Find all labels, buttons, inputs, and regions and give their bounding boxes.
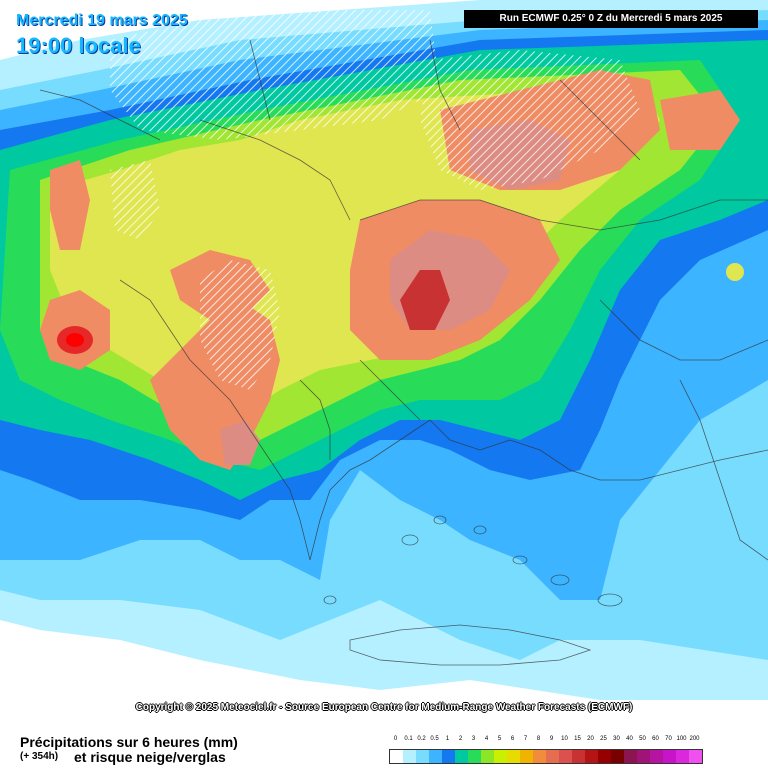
legend-swatch — [637, 750, 650, 763]
legend-label: 0.5 — [430, 736, 439, 742]
legend-swatch — [624, 750, 637, 763]
legend-swatch — [468, 750, 481, 763]
legend-label: 7 — [523, 736, 528, 742]
legend-swatch — [390, 750, 403, 763]
copyright-notice: Copyright © 2025 Meteociel.fr - Source E… — [135, 702, 633, 713]
legend-swatch — [481, 750, 494, 763]
snow-risk-hatch-central — [200, 260, 280, 390]
legend-swatch — [546, 750, 559, 763]
field-subtitle: et risque neige/verglas — [74, 749, 226, 765]
legend-label: 10 — [561, 736, 568, 742]
legend-labels: 0 0.1 0.2 0.5 1 2 3 4 5 6 7 8 9 10 15 20 25 30 40 50 60 70 100… — [389, 736, 759, 747]
field-title: Précipitations sur 6 heures (mm) — [20, 734, 238, 750]
legend-label: 0.1 — [404, 736, 413, 742]
legend-swatch — [416, 750, 429, 763]
legend-swatch — [650, 750, 663, 763]
precip-zone-salmon-nw — [50, 160, 90, 250]
legend-label: 25 — [600, 736, 607, 742]
legend-swatch — [442, 750, 455, 763]
precipitation-legend: 0 0.1 0.2 0.5 1 2 3 4 5 6 7 8 9 10 15 20 25 30 40 50 60 70 100… — [389, 736, 759, 766]
legend-label: 50 — [639, 736, 646, 742]
legend-label: 40 — [626, 736, 633, 742]
precip-core-red-west-inner — [66, 333, 84, 347]
legend-swatch — [507, 750, 520, 763]
precip-core-green-east — [726, 263, 744, 281]
legend-label: 0 — [393, 736, 398, 742]
legend-label: 70 — [665, 736, 672, 742]
legend-swatch — [676, 750, 689, 763]
coastlines-and-borders — [39, 39, 768, 666]
legend-label: 4 — [484, 736, 489, 742]
legend-swatch — [585, 750, 598, 763]
legend-swatch — [611, 750, 624, 763]
legend-swatch — [559, 750, 572, 763]
legend-swatch — [403, 750, 416, 763]
legend-label: 5 — [497, 736, 502, 742]
legend-label: 15 — [574, 736, 581, 742]
legend-swatch — [429, 750, 442, 763]
legend-label: 100 — [676, 736, 687, 742]
legend-swatch — [455, 750, 468, 763]
islands — [323, 515, 623, 607]
footer-panel: Précipitations sur 6 heures (mm) (+ 354h… — [0, 718, 768, 768]
legend-label: 0.2 — [417, 736, 426, 742]
legend-label: 20 — [587, 736, 594, 742]
legend-label: 3 — [471, 736, 476, 742]
legend-label: 30 — [613, 736, 620, 742]
legend-label: 9 — [549, 736, 554, 742]
snow-risk-hatch-north — [110, 10, 440, 140]
valid-date: Mercredi 19 mars 2025 — [16, 12, 188, 29]
legend-swatch — [572, 750, 585, 763]
legend-swatches — [389, 749, 703, 764]
legend-label: 1 — [445, 736, 450, 742]
legend-label: 8 — [536, 736, 541, 742]
run-info-banner: Run ECMWF 0.25° 0 Z du Mercredi 5 mars 2… — [464, 10, 758, 28]
legend-swatch — [494, 750, 507, 763]
precip-zone-salmon-east — [660, 90, 740, 150]
precipitation-map — [0, 0, 768, 700]
lead-time: (+ 354h) — [20, 751, 59, 762]
precip-zone-rose-south — [220, 420, 260, 465]
legend-swatch — [533, 750, 546, 763]
legend-label: 2 — [458, 736, 463, 742]
legend-swatch — [663, 750, 676, 763]
legend-swatch — [689, 750, 702, 763]
valid-time: 19:00 locale — [16, 33, 141, 58]
legend-label: 200 — [689, 736, 700, 742]
legend-label: 6 — [510, 736, 515, 742]
snow-risk-hatch-west — [110, 160, 160, 240]
legend-swatch — [598, 750, 611, 763]
precip-core-red-central — [400, 270, 450, 330]
legend-swatch — [520, 750, 533, 763]
snow-risk-hatch-east — [420, 50, 640, 190]
legend-label: 60 — [652, 736, 659, 742]
